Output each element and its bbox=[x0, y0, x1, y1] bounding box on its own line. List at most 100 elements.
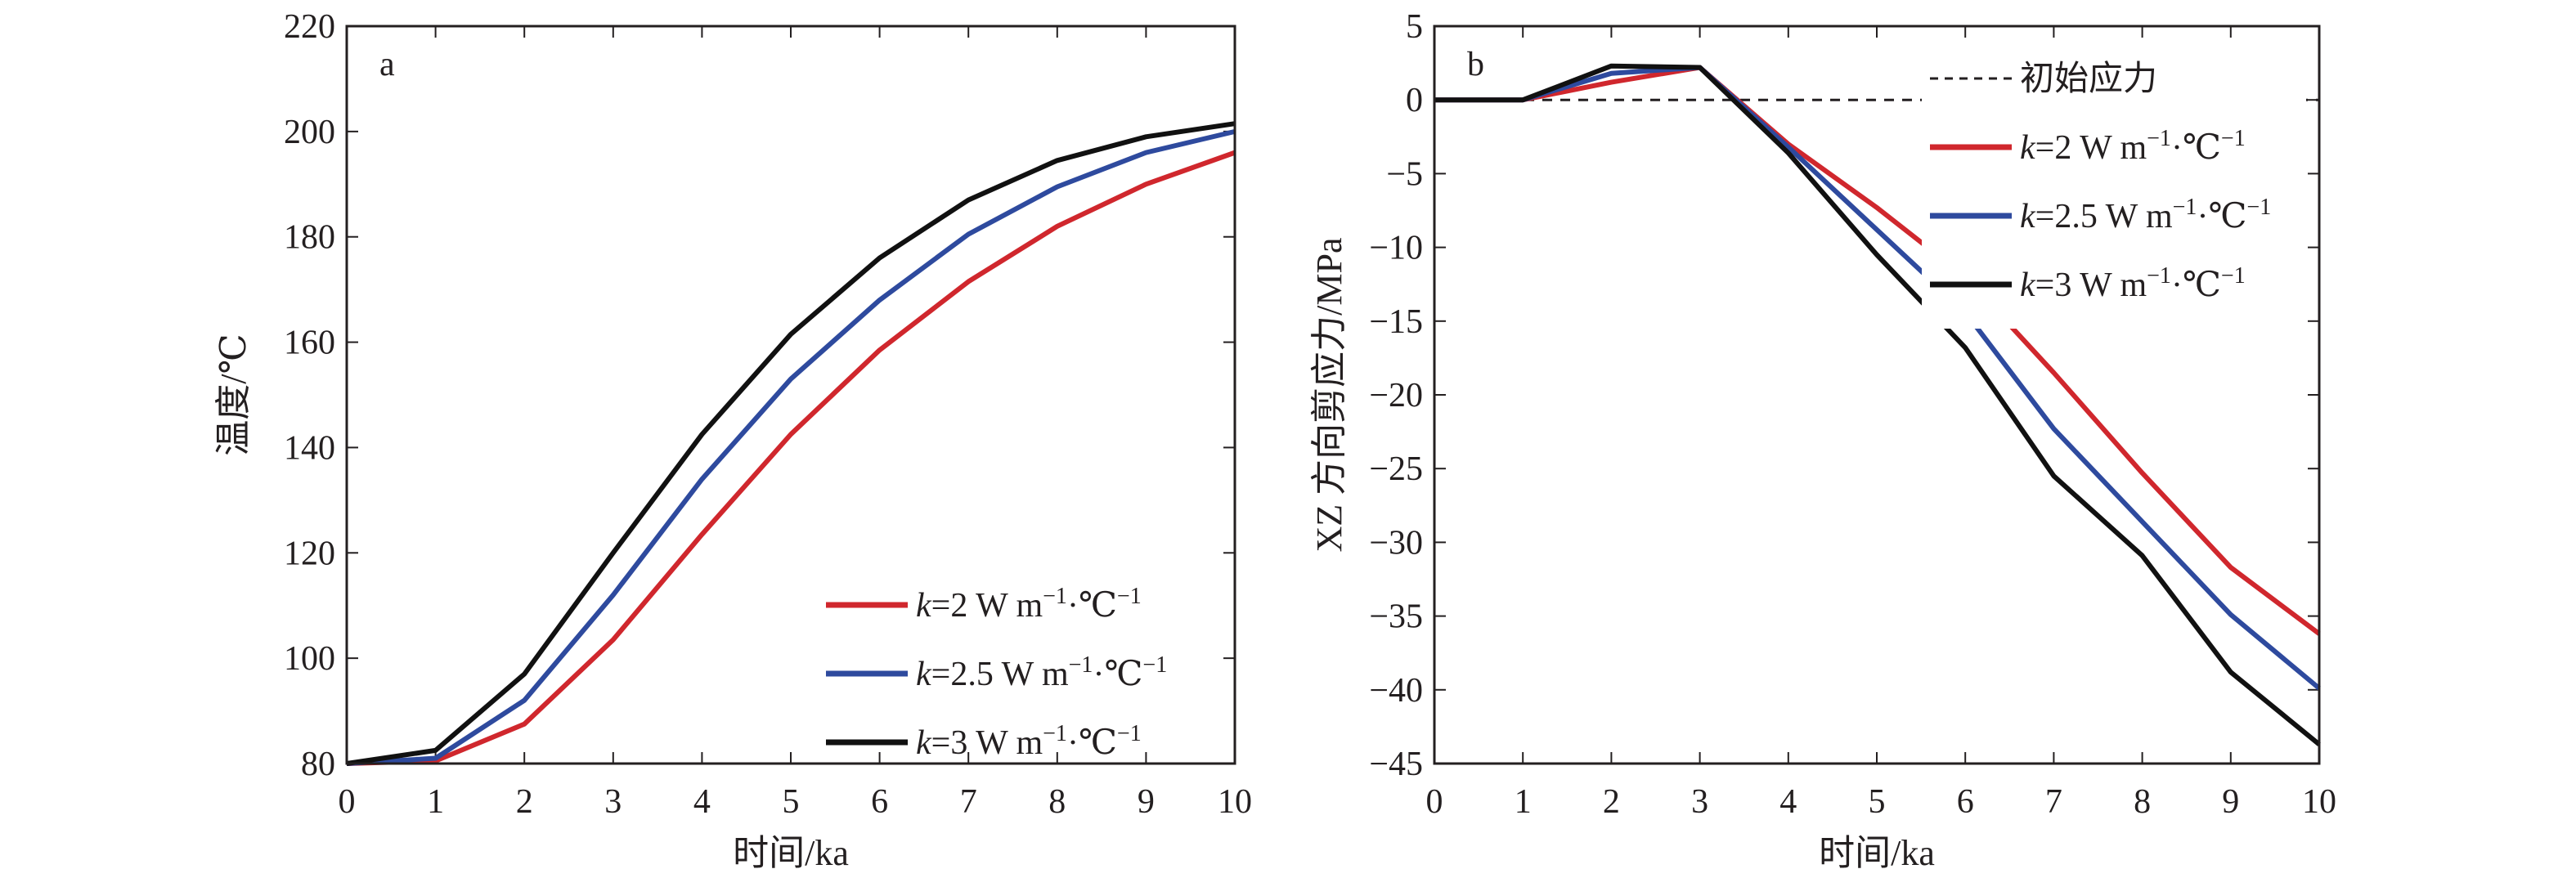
legend-dot: · bbox=[2171, 267, 2183, 304]
y-tick-label: −30 bbox=[1369, 524, 1423, 562]
x-tick-label: 7 bbox=[960, 783, 977, 821]
x-tick-label: 4 bbox=[693, 783, 711, 821]
x-tick-label: 1 bbox=[1515, 783, 1532, 821]
legend-sup: −1 bbox=[2147, 126, 2171, 151]
legend-degc: ℃ bbox=[2183, 267, 2221, 304]
series-line-1 bbox=[1434, 65, 2321, 691]
y-tick-label: −20 bbox=[1369, 377, 1423, 414]
x-tick-label: 8 bbox=[2134, 783, 2151, 821]
legend-label: k=3 W m−1·℃−1 bbox=[2020, 263, 2246, 304]
x-tick-label: 1 bbox=[427, 783, 444, 821]
x-tick-label: 0 bbox=[339, 783, 356, 821]
x-tick-label: 5 bbox=[783, 783, 800, 821]
x-tick-label: 10 bbox=[1218, 783, 1252, 821]
legend-sup: −1 bbox=[1069, 652, 1093, 678]
y-tick-label: 5 bbox=[1406, 8, 1423, 46]
plot-frame bbox=[1433, 25, 2321, 765]
x-tick-label: 3 bbox=[1691, 783, 1708, 821]
x-tick-label: 6 bbox=[871, 783, 888, 821]
legend-degc: ℃ bbox=[2183, 129, 2221, 167]
legend-label: 初始应力 bbox=[2020, 60, 2157, 98]
x-tick-label: 10 bbox=[2302, 783, 2336, 821]
legend-item: k=2.5 W m−1·℃−1 bbox=[826, 652, 1167, 693]
series-line-2 bbox=[1434, 63, 2321, 746]
legend-k: k bbox=[2020, 129, 2036, 167]
x-tick-label: 7 bbox=[2045, 783, 2062, 821]
legend-degc: ℃ bbox=[1079, 587, 1117, 625]
y-tick-label: −35 bbox=[1369, 598, 1423, 636]
legend-label: k=3 W m−1·℃−1 bbox=[916, 721, 1142, 762]
legend-text: =2.5 W m bbox=[2035, 198, 2173, 235]
legend-item: k=2.5 W m−1·℃−1 bbox=[1930, 195, 2271, 235]
legend-item: k=2 W m−1·℃−1 bbox=[1930, 126, 2246, 167]
y-tick-label: 160 bbox=[284, 325, 335, 362]
y-tick-label: −5 bbox=[1386, 155, 1423, 193]
plot-frame bbox=[345, 25, 1236, 765]
legend-text: =2 W m bbox=[2035, 129, 2147, 167]
x-tick-label: 8 bbox=[1048, 783, 1066, 821]
legend-text: =3 W m bbox=[931, 724, 1043, 762]
legend-k: k bbox=[916, 724, 932, 762]
x-tick-label: 6 bbox=[1957, 783, 1974, 821]
legend-label: k=2.5 W m−1·℃−1 bbox=[916, 652, 1167, 693]
y-tick-label: −25 bbox=[1369, 450, 1423, 488]
x-tick-label: 3 bbox=[604, 783, 622, 821]
legend-label: k=2 W m−1·℃−1 bbox=[916, 584, 1142, 625]
y-tick-label: 100 bbox=[284, 640, 335, 678]
legend-k: k bbox=[2020, 267, 2036, 304]
legend-dot: · bbox=[1093, 656, 1104, 693]
x-tick-label: 2 bbox=[1603, 783, 1620, 821]
legend-background bbox=[1922, 46, 2306, 329]
x-tick-label: 9 bbox=[1138, 783, 1155, 821]
legend-k: k bbox=[916, 587, 932, 625]
x-tick-label: 5 bbox=[1869, 783, 1886, 821]
legend-dot: · bbox=[1067, 587, 1079, 625]
legend-k: k bbox=[2020, 198, 2036, 235]
legend-item: k=3 W m−1·℃−1 bbox=[1930, 263, 2246, 304]
legend-text: =3 W m bbox=[2035, 267, 2147, 304]
legend-dot: · bbox=[2197, 198, 2208, 235]
legend-sup: −1 bbox=[1043, 721, 1067, 746]
x-tick-label: 0 bbox=[1426, 783, 1443, 821]
panel-label: a bbox=[379, 46, 395, 83]
legend-item: 初始应力 bbox=[1930, 60, 2157, 98]
legend-sup: −1 bbox=[2147, 263, 2171, 289]
series-line-0 bbox=[1434, 65, 2321, 636]
legend-sup: −1 bbox=[2246, 195, 2271, 220]
y-tick-label: −10 bbox=[1369, 230, 1423, 267]
legend-text: =2 W m bbox=[931, 587, 1043, 625]
y-tick-label: 80 bbox=[301, 746, 335, 783]
y-axis-label: 温度/℃ bbox=[213, 334, 254, 455]
legend-sup: −1 bbox=[2173, 195, 2197, 220]
legend-dot: · bbox=[1067, 724, 1079, 762]
panel-label: b bbox=[1467, 46, 1484, 83]
legend-sup: −1 bbox=[1117, 721, 1142, 746]
legend-sup: −1 bbox=[2221, 263, 2246, 289]
y-tick-label: 180 bbox=[284, 219, 335, 257]
legend-sup: −1 bbox=[1117, 584, 1142, 609]
x-axis-label: 时间/ka bbox=[1819, 833, 1935, 873]
x-axis-label: 时间/ka bbox=[733, 833, 849, 873]
y-tick-label: 120 bbox=[284, 535, 335, 572]
y-tick-label: 220 bbox=[284, 8, 335, 46]
y-axis-label: XZ 方向剪应力/MPa bbox=[1309, 238, 1349, 553]
series-line-1 bbox=[346, 128, 1236, 766]
y-tick-label: −45 bbox=[1369, 746, 1423, 783]
legend-label: k=2 W m−1·℃−1 bbox=[2020, 126, 2246, 167]
legend-degc: ℃ bbox=[1079, 724, 1117, 762]
legend: k=2 W m−1·℃−1k=2.5 W m−1·℃−1k=3 W m−1·℃−… bbox=[826, 584, 1167, 762]
legend-item: k=2 W m−1·℃−1 bbox=[826, 584, 1142, 625]
legend-k: k bbox=[916, 656, 932, 693]
series-line-0 bbox=[346, 150, 1236, 766]
legend-sup: −1 bbox=[2221, 126, 2246, 151]
legend-degc: ℃ bbox=[2208, 198, 2246, 235]
x-tick-label: 4 bbox=[1779, 783, 1797, 821]
legend-label: k=2.5 W m−1·℃−1 bbox=[2020, 195, 2271, 235]
chart-panel-b: 0 1 2 3 4 5 6 7 8 9 10 5 0 −5 −10 −15 −20 −25 −30 −35 −40 −45… bbox=[1309, 8, 2336, 873]
legend-item: k=3 W m−1·℃−1 bbox=[826, 721, 1142, 762]
y-tick-label: −15 bbox=[1369, 303, 1423, 341]
y-tick-label: −40 bbox=[1369, 672, 1423, 710]
y-tick-label: 0 bbox=[1406, 82, 1423, 119]
